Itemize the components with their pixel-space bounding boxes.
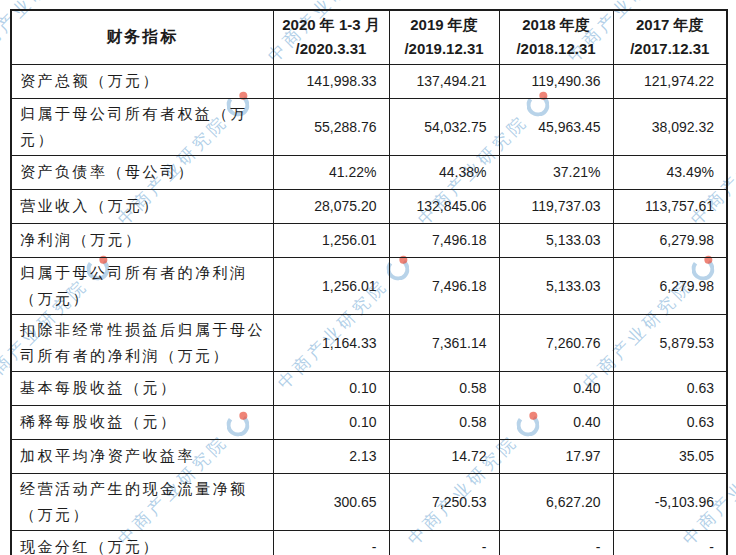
- table-row: 归属于母公司所有者权益（万元） 55,288.76 54,032.75 45,9…: [11, 98, 727, 155]
- period-date: /2019.12.31: [392, 37, 497, 61]
- header-period-2019: 2019 年度 /2019.12.31: [389, 10, 499, 64]
- table-row: 经营活动产生的现金流量净额（万元） 300.65 7,250.53 6,627.…: [11, 473, 727, 530]
- value-cell: 0.40: [499, 405, 613, 439]
- value-cell: 132,845.06: [389, 189, 499, 223]
- row-label: 营业收入（万元）: [11, 189, 273, 223]
- table-row: 资产负债率（母公司） 41.22% 44.38% 37.21% 43.49%: [11, 155, 727, 189]
- value-cell: 121,974.22: [613, 64, 727, 98]
- row-label: 扣除非经常性损益后归属于母公司所有者的净利润（万元）: [11, 314, 273, 371]
- value-cell: 17.97: [499, 439, 613, 473]
- row-label: 资产总额（万元）: [11, 64, 273, 98]
- value-cell: 0.63: [613, 371, 727, 405]
- header-period-2018: 2018 年度 /2018.12.31: [499, 10, 613, 64]
- value-cell: 7,361.14: [389, 314, 499, 371]
- value-cell: 44.38%: [389, 155, 499, 189]
- value-cell: 55,288.76: [273, 98, 389, 155]
- period-date: /2018.12.31: [502, 37, 611, 61]
- value-cell: 38,092.32: [613, 98, 727, 155]
- value-cell: -: [273, 530, 389, 555]
- value-cell: -: [613, 530, 727, 555]
- table-row: 加权平均净资产收益率 2.13 14.72 17.97 35.05: [11, 439, 727, 473]
- value-cell: -: [499, 530, 613, 555]
- financial-indicators-table: 财务指标 2020 年 1-3 月 /2020.3.31 2019 年度 /20…: [10, 9, 728, 555]
- value-cell: 7,250.53: [389, 473, 499, 530]
- period-label: 2019 年度: [392, 13, 497, 37]
- value-cell: 54,032.75: [389, 98, 499, 155]
- value-cell: 119,737.03: [499, 189, 613, 223]
- value-cell: 6,279.98: [613, 257, 727, 314]
- value-cell: -5,103.96: [613, 473, 727, 530]
- value-cell: 43.49%: [613, 155, 727, 189]
- row-label: 经营活动产生的现金流量净额（万元）: [11, 473, 273, 530]
- value-cell: 0.58: [389, 371, 499, 405]
- row-label: 加权平均净资产收益率: [11, 439, 273, 473]
- value-cell: 45,963.45: [499, 98, 613, 155]
- value-cell: 1,256.01: [273, 257, 389, 314]
- row-label: 基本每股收益（元）: [11, 371, 273, 405]
- table-row: 基本每股收益（元） 0.10 0.58 0.40 0.63: [11, 371, 727, 405]
- value-cell: 28,075.20: [273, 189, 389, 223]
- value-cell: 0.58: [389, 405, 499, 439]
- value-cell: 41.22%: [273, 155, 389, 189]
- table-header-row: 财务指标 2020 年 1-3 月 /2020.3.31 2019 年度 /20…: [11, 10, 727, 64]
- row-label: 稀释每股收益（元）: [11, 405, 273, 439]
- value-cell: 0.40: [499, 371, 613, 405]
- value-cell: 119,490.36: [499, 64, 613, 98]
- value-cell: 0.10: [273, 405, 389, 439]
- value-cell: 6,627.20: [499, 473, 613, 530]
- period-date: /2020.3.31: [276, 37, 387, 61]
- value-cell: 7,496.18: [389, 223, 499, 257]
- table-row: 扣除非经常性损益后归属于母公司所有者的净利润（万元） 1,164.33 7,36…: [11, 314, 727, 371]
- value-cell: 300.65: [273, 473, 389, 530]
- value-cell: 5,133.03: [499, 257, 613, 314]
- value-cell: 5,133.03: [499, 223, 613, 257]
- value-cell: 0.10: [273, 371, 389, 405]
- row-label: 净利润（万元）: [11, 223, 273, 257]
- value-cell: 6,279.98: [613, 223, 727, 257]
- value-cell: 1,164.33: [273, 314, 389, 371]
- value-cell: 7,260.76: [499, 314, 613, 371]
- row-label: 现金分红（万元）: [11, 530, 273, 555]
- value-cell: 1,256.01: [273, 223, 389, 257]
- period-label: 2017 年度: [616, 13, 725, 37]
- header-period-2020: 2020 年 1-3 月 /2020.3.31: [273, 10, 389, 64]
- value-cell: 113,757.61: [613, 189, 727, 223]
- value-cell: 37.21%: [499, 155, 613, 189]
- period-date: /2017.12.31: [616, 37, 725, 61]
- table-row: 现金分红（万元） - - - -: [11, 530, 727, 555]
- value-cell: 5,879.53: [613, 314, 727, 371]
- period-label: 2018 年度: [502, 13, 611, 37]
- table-row: 营业收入（万元） 28,075.20 132,845.06 119,737.03…: [11, 189, 727, 223]
- value-cell: 141,998.33: [273, 64, 389, 98]
- table-row: 稀释每股收益（元） 0.10 0.58 0.40 0.63: [11, 405, 727, 439]
- table-row: 资产总额（万元） 141,998.33 137,494.21 119,490.3…: [11, 64, 727, 98]
- header-indicator: 财务指标: [11, 10, 273, 64]
- period-label: 2020 年 1-3 月: [276, 13, 387, 37]
- value-cell: 2.13: [273, 439, 389, 473]
- table-row: 归属于母公司所有者的净利润（万元） 1,256.01 7,496.18 5,13…: [11, 257, 727, 314]
- value-cell: -: [389, 530, 499, 555]
- header-period-2017: 2017 年度 /2017.12.31: [613, 10, 727, 64]
- table-row: 净利润（万元） 1,256.01 7,496.18 5,133.03 6,279…: [11, 223, 727, 257]
- row-label: 归属于母公司所有者的净利润（万元）: [11, 257, 273, 314]
- row-label: 资产负债率（母公司）: [11, 155, 273, 189]
- value-cell: 137,494.21: [389, 64, 499, 98]
- value-cell: 14.72: [389, 439, 499, 473]
- value-cell: 35.05: [613, 439, 727, 473]
- row-label: 归属于母公司所有者权益（万元）: [11, 98, 273, 155]
- value-cell: 0.63: [613, 405, 727, 439]
- value-cell: 7,496.18: [389, 257, 499, 314]
